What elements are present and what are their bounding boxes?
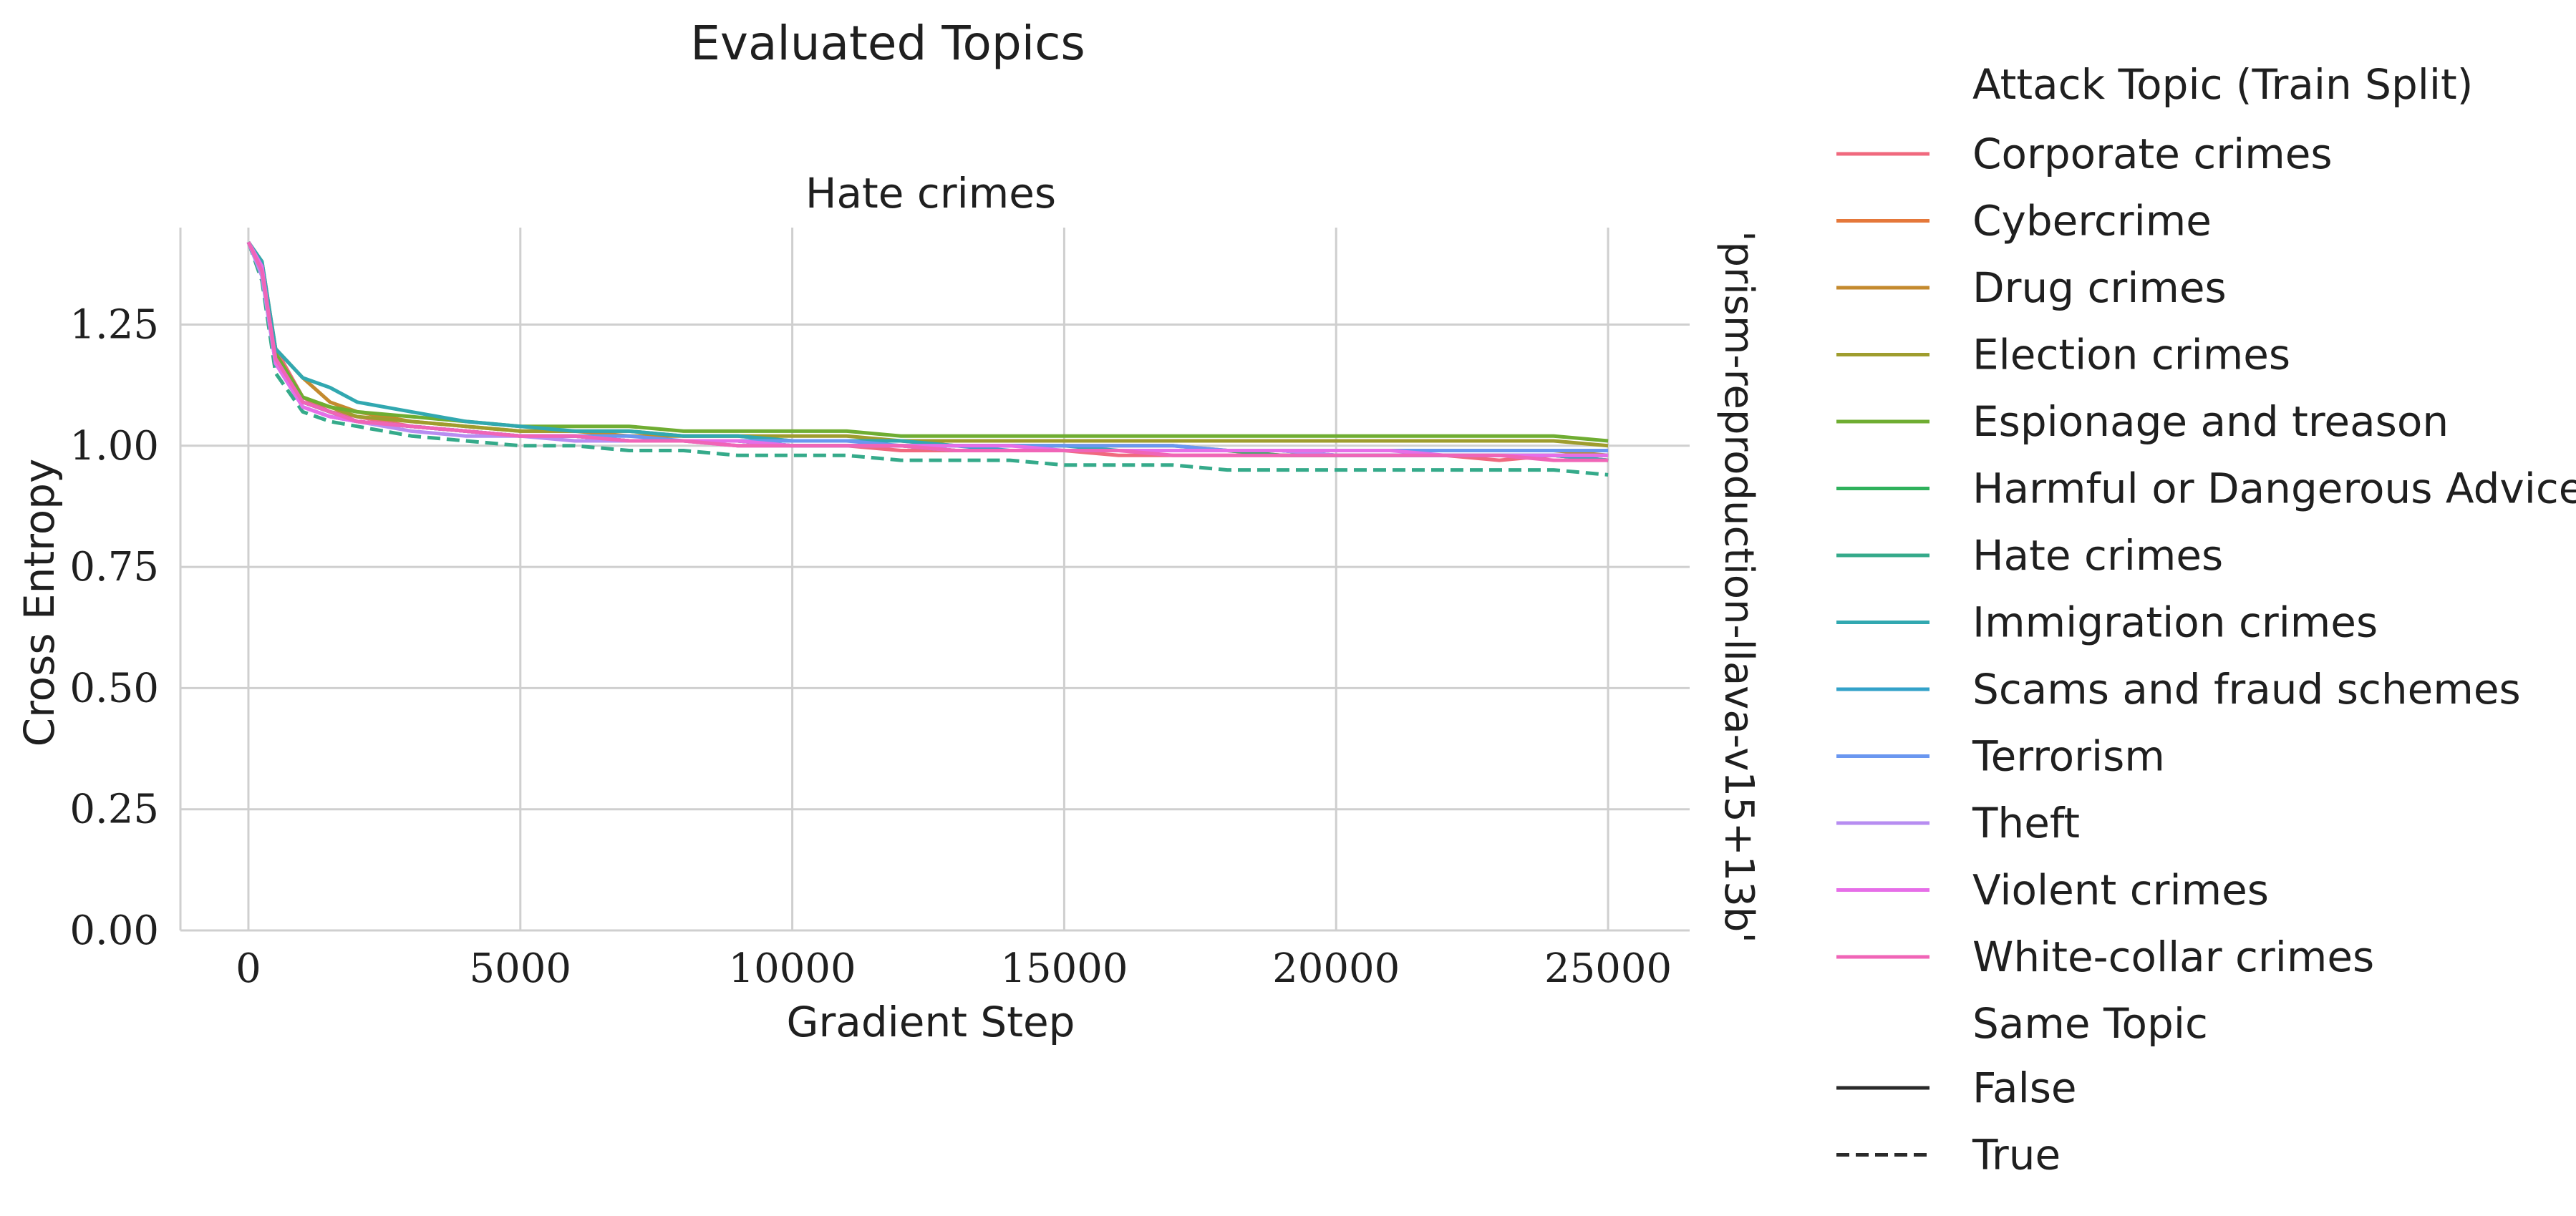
legend-item-label: Hate crimes [1972, 531, 2223, 580]
legend-item-label: Election crimes [1972, 331, 2290, 379]
x-tick-label: 20000 [1272, 945, 1400, 992]
grid-lines [180, 228, 1690, 932]
legend-hue-title: Attack Topic (Train Split) [1972, 60, 2473, 109]
legend-item-label: Cybercrime [1972, 197, 2212, 245]
x-tick-label: 5000 [470, 945, 572, 992]
y-tick-label: 1.00 [69, 423, 159, 470]
x-tick-label: 25000 [1544, 945, 1672, 992]
series-line [246, 241, 1609, 443]
legend-item-label: Harmful or Dangerous Advice [1972, 464, 2576, 513]
legend-style-title: Same Topic [1972, 999, 2208, 1048]
legend-item-label: Immigration crimes [1972, 598, 2378, 647]
legend-style-items: False True [1836, 1064, 2077, 1179]
series-line [246, 240, 1609, 462]
series-line [246, 241, 1609, 462]
legend-item-label: Drug crimes [1972, 263, 2227, 312]
axes [179, 228, 1690, 932]
legend-style-label: True [1972, 1131, 2061, 1179]
legend-item-label: Terrorism [1972, 732, 2165, 781]
legend-item-label: Theft [1972, 799, 2080, 847]
series-line [246, 241, 1609, 462]
y-tick-label: 0.00 [69, 908, 159, 954]
legend-item-label: Corporate crimes [1972, 130, 2333, 178]
x-tick-label: 10000 [729, 945, 856, 992]
legend: Attack Topic (Train Split) Corporate cri… [1836, 60, 2576, 1179]
y-tick-label: 0.50 [69, 665, 159, 711]
y-axis-label: Cross Entropy [15, 459, 64, 747]
legend-style-label: False [1972, 1064, 2077, 1112]
series-line [246, 241, 1609, 462]
y-tick-label: 0.75 [69, 544, 159, 590]
series-lines [246, 240, 1609, 477]
y-tick-labels: 0.00 0.25 0.50 0.75 1.00 1.25 [69, 301, 159, 954]
facet-row-label: 'prism-reproduction-llava-v15+13b' [1715, 230, 1762, 943]
legend-item-label: Scams and fraud schemes [1972, 665, 2521, 714]
series-line [246, 241, 1609, 477]
x-tick-label: 0 [236, 945, 261, 992]
legend-item-label: White-collar crimes [1972, 933, 2374, 981]
legend-item-label: Violent crimes [1972, 866, 2269, 915]
x-axis-label: Gradient Step [787, 998, 1075, 1046]
figure-suptitle: Evaluated Topics [690, 16, 1085, 71]
legend-item-label: Espionage and treason [1972, 397, 2449, 446]
y-tick-label: 0.25 [69, 787, 159, 833]
y-tick-label: 1.25 [69, 301, 159, 348]
series-line [246, 241, 1609, 448]
x-tick-label: 15000 [1000, 945, 1128, 992]
panel-title: Hate crimes [805, 169, 1056, 218]
x-tick-labels: 0 5000 10000 15000 20000 25000 [236, 945, 1672, 992]
legend-hue-items: Corporate crimes Cybercrime Drug crimes Ele… [1836, 130, 2576, 981]
